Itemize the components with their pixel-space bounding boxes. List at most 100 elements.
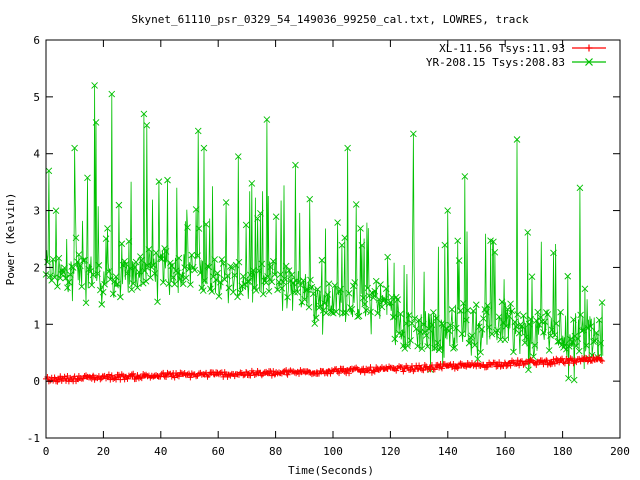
series-xl-point: [543, 357, 550, 364]
series-yr-point: [432, 314, 440, 322]
series-yr-point: [228, 264, 236, 271]
series-yr-point: [325, 280, 333, 287]
series-yr-point: [457, 307, 464, 314]
series-yr-point: [54, 283, 61, 290]
series-xl-point: [137, 374, 144, 381]
series-xl-point: [438, 365, 445, 372]
series-yr-point: [215, 293, 223, 300]
series-xl-point: [111, 375, 118, 382]
series-yr-point: [391, 335, 399, 343]
y-tick-label: 1: [33, 318, 40, 331]
series-yr-point: [485, 323, 493, 331]
series-xl-point: [243, 368, 250, 375]
x-tick-label: 80: [269, 445, 282, 458]
series-yr-point: [498, 298, 506, 306]
series-xl-point: [567, 355, 574, 362]
series-xl-point: [533, 361, 540, 368]
series-yr-point: [197, 269, 204, 277]
series-xl-point: [327, 370, 334, 377]
series-yr-point: [451, 344, 459, 351]
series-yr-point: [281, 275, 289, 282]
series-yr-point: [174, 269, 181, 277]
series-xl-point: [287, 367, 294, 374]
series-yr-point: [420, 320, 427, 328]
series-xl-point: [55, 376, 62, 383]
series-yr-point: [530, 353, 537, 361]
series-yr-point: [194, 252, 201, 259]
series-yr-point: [474, 355, 482, 363]
series-xl-point: [124, 375, 131, 382]
series-yr-point: [108, 90, 116, 98]
series-xl-point: [386, 363, 393, 370]
series-xl-point: [115, 371, 122, 378]
series-yr-point: [141, 267, 148, 275]
series-xl-point: [501, 359, 508, 366]
series-xl-point: [270, 368, 277, 375]
series-xl-point: [520, 361, 527, 368]
series-xl-point: [496, 359, 503, 366]
series-xl-point: [557, 356, 564, 363]
series-xl-point: [364, 367, 371, 374]
series-yr-point: [78, 283, 86, 290]
series-yr-point: [322, 309, 330, 317]
series-yr-point: [214, 269, 221, 277]
series-yr-point: [179, 280, 187, 288]
series-xl-point: [336, 370, 343, 377]
series-xl-point: [474, 359, 481, 366]
series-yr-point: [202, 220, 210, 228]
series-yr-point: [314, 286, 321, 293]
series-yr-point: [171, 280, 178, 288]
chart-title: Skynet_61110_psr_0329_54_149036_99250_ca…: [131, 13, 529, 26]
series-yr-point: [342, 309, 350, 316]
series-yr-point: [299, 277, 307, 284]
series-yr-point: [185, 265, 193, 273]
series-yr-point: [355, 312, 363, 320]
series-yr-point: [184, 224, 191, 231]
series-yr-point: [514, 311, 522, 318]
series-xl-point: [358, 366, 365, 373]
series-xl-point: [569, 356, 576, 363]
series-yr-point: [301, 296, 309, 303]
series-yr-point: [490, 238, 497, 246]
series-yr-point: [234, 293, 241, 301]
series-yr-point: [555, 337, 563, 345]
series-yr-point: [350, 282, 357, 290]
series-yr-point: [550, 249, 557, 257]
series-yr-point: [217, 278, 224, 286]
series-xl-point: [140, 370, 147, 377]
series-xl-point: [251, 371, 258, 378]
series-yr-point: [445, 327, 453, 334]
series-yr-point: [188, 251, 196, 259]
series-yr-point: [200, 144, 208, 152]
series-yr-point: [222, 199, 230, 206]
series-yr-point: [502, 322, 510, 330]
series-yr-point: [192, 206, 200, 213]
series-yr-point: [414, 342, 421, 350]
series-xl-point: [510, 359, 517, 366]
series-yr-point: [201, 277, 208, 284]
legend-marker: [585, 58, 593, 66]
series-yr-point: [187, 281, 194, 288]
series-yr-point: [218, 256, 226, 263]
series-yr-point: [430, 309, 437, 316]
series-yr-point: [291, 289, 299, 296]
series-xl-point: [80, 375, 87, 382]
series-yr-point: [548, 326, 556, 334]
series-yr-point: [292, 161, 299, 169]
series-xl-point: [454, 364, 461, 371]
series-yr-point: [101, 280, 108, 288]
series-xl-point: [110, 376, 117, 382]
x-tick-label: 180: [553, 445, 573, 458]
series-yr-point: [352, 201, 360, 208]
series-yr-point: [581, 285, 589, 293]
series-yr-point: [576, 184, 584, 192]
series-yr-point: [418, 345, 426, 353]
series-yr-point: [591, 337, 599, 345]
series-yr-point: [477, 348, 484, 356]
series-yr-point: [372, 277, 380, 285]
series-yr-point: [491, 248, 499, 256]
series-xl-point: [431, 366, 438, 373]
series-xl-point: [205, 372, 212, 379]
series-yr-point: [402, 320, 410, 327]
series-yr-point: [272, 213, 280, 221]
